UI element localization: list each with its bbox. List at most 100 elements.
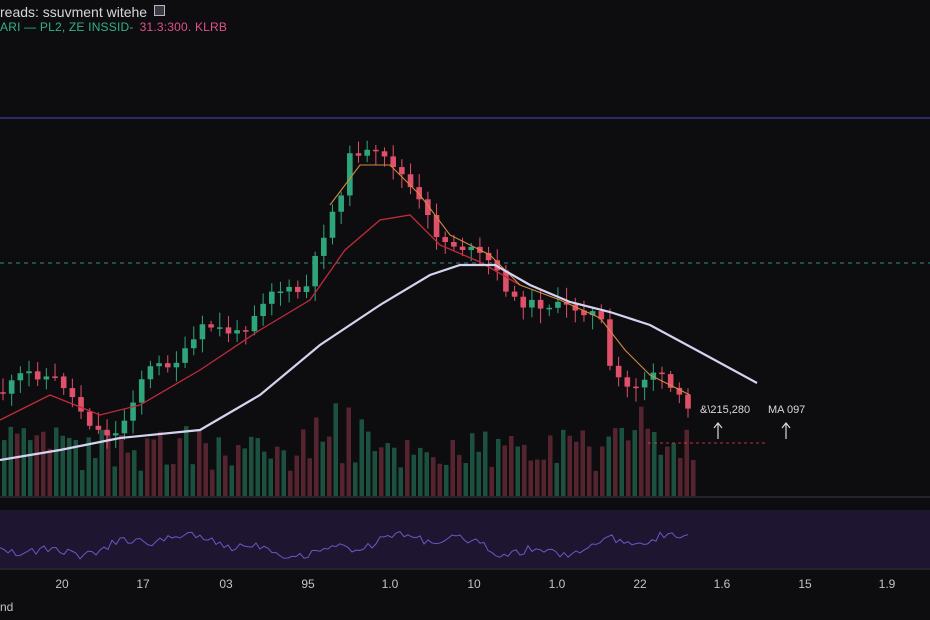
volume-bar	[632, 430, 637, 496]
volume-bar	[34, 435, 39, 496]
volume-bar	[509, 435, 514, 496]
volume-bar	[151, 439, 156, 496]
candle-body	[581, 310, 587, 316]
volume-bar	[340, 463, 345, 496]
volume-bar	[2, 440, 7, 496]
candle-body	[190, 339, 197, 349]
volume-bar	[587, 446, 592, 496]
footer-text: nd	[0, 600, 14, 614]
volume-bar	[366, 431, 371, 496]
slow-moving-average-line	[0, 263, 758, 462]
candle-body	[60, 376, 67, 389]
candle-body	[86, 411, 93, 426]
volume-bar	[223, 455, 228, 496]
candle-body	[173, 362, 180, 368]
x-tick-label: 1.9	[879, 577, 896, 591]
volume-bar	[158, 431, 163, 496]
candle-body	[624, 377, 631, 387]
annotation-arrows	[713, 422, 791, 439]
candle-body	[667, 374, 674, 388]
volume-bar	[398, 467, 403, 496]
mid-moving-average-line	[0, 214, 521, 421]
volume-bar	[535, 459, 540, 496]
volume-bar	[242, 448, 247, 496]
volume-bar	[67, 437, 72, 496]
candle-body	[78, 397, 84, 412]
volume-bar	[80, 470, 85, 496]
volume-bar	[47, 448, 52, 496]
candle-body	[130, 402, 136, 421]
volume-bar	[8, 426, 13, 496]
chart-header-legend: ARI — PL2, ZE INSSID- 31.3:300. KLRB	[0, 20, 227, 34]
candle-body	[321, 237, 327, 256]
candle-body	[468, 246, 475, 251]
candle-body	[459, 246, 466, 251]
volume-bar	[268, 458, 273, 496]
volume-bar	[678, 457, 683, 496]
volume-bar	[288, 470, 293, 496]
candle-body	[8, 380, 15, 394]
candle-body	[164, 363, 171, 368]
candle-body	[199, 324, 206, 340]
oscillator-line	[0, 530, 689, 560]
volume-bar	[60, 435, 65, 496]
candle-body	[373, 149, 379, 152]
volume-bar	[177, 438, 182, 496]
candle-body	[364, 149, 370, 156]
up-arrow-icon	[781, 422, 791, 429]
candle-body	[347, 153, 353, 196]
volume-bar	[619, 427, 624, 496]
volume-bars	[2, 403, 696, 496]
candle-body	[0, 392, 6, 394]
candle-body	[676, 387, 683, 395]
settings-box-icon[interactable]	[154, 5, 166, 16]
horizontal-lines	[0, 117, 930, 498]
volume-bar	[476, 451, 481, 496]
volume-bar	[684, 429, 689, 496]
volume-bar	[301, 429, 306, 496]
volume-bar	[164, 464, 169, 496]
volume-bar	[275, 446, 280, 496]
moving-averages	[0, 164, 758, 462]
volume-bar	[606, 436, 611, 496]
volume-bar	[613, 428, 618, 496]
volume-bar	[379, 447, 384, 496]
volume-bar	[307, 458, 312, 496]
candle-body	[659, 372, 665, 375]
volume-bar	[405, 439, 410, 496]
x-tick-label: 17	[136, 577, 150, 591]
volume-bar	[418, 447, 423, 496]
volume-bar	[522, 444, 527, 496]
header-line1: reads: ssuvment witehe	[0, 4, 148, 20]
volume-bar	[658, 454, 663, 496]
volume-bar	[73, 440, 78, 496]
volume-bar	[255, 438, 260, 496]
volume-bar	[327, 436, 332, 496]
volume-bar	[216, 437, 221, 496]
candle-body	[95, 425, 102, 430]
candle-body	[277, 291, 284, 294]
volume-bar	[184, 426, 189, 496]
volume-bar	[249, 436, 254, 496]
x-tick-label: 1.0	[382, 577, 399, 591]
volume-bar	[86, 437, 91, 496]
candle-body	[407, 174, 414, 188]
candle-body	[442, 237, 449, 243]
candle-body	[607, 319, 613, 366]
volume-bar	[372, 451, 377, 496]
volume-bar	[21, 428, 26, 496]
x-tick-label: 03	[219, 577, 233, 591]
volume-bar	[281, 450, 286, 496]
candle-body	[390, 156, 396, 168]
volume-bar	[229, 465, 234, 496]
x-tick-label: 1.6	[714, 577, 731, 591]
volume-bar	[353, 462, 358, 496]
candle-body	[216, 327, 223, 329]
volume-bar	[392, 447, 397, 496]
volume-bar	[502, 445, 507, 496]
price-annotation: &\215,280	[700, 404, 751, 416]
volume-bar	[28, 440, 33, 496]
volume-bar	[54, 427, 59, 496]
volume-bar	[645, 428, 650, 496]
